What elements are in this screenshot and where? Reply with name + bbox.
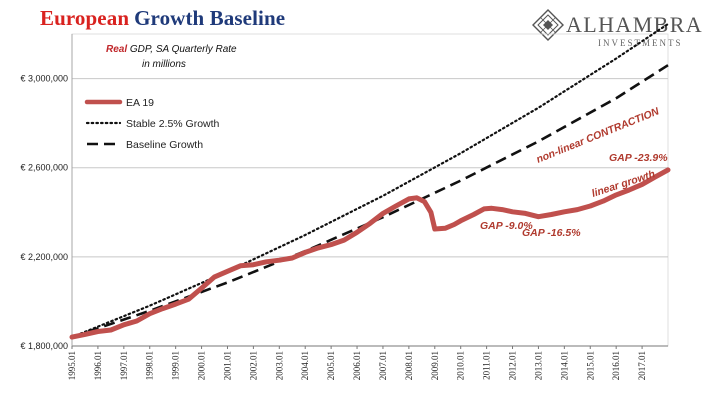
x-tick-label: 2001.01 [222,351,232,380]
x-tick-label: 2008.01 [404,351,414,380]
y-tick-label: € 2,200,000 [20,252,68,262]
x-tick-label: 2016.01 [611,351,621,380]
x-tick-label: 1996.01 [93,351,103,380]
x-tick-label: 2012.01 [508,351,518,380]
axes-layer: € 1,800,000 € 2,200,000 € 2,600,000 € 3,000… [20,34,668,380]
x-tick-label: 2002.01 [248,351,258,380]
annotation-label: GAP -9.0% [480,220,533,232]
x-tick-label: 2011.01 [482,351,492,380]
series-line-solid-thick [69,167,671,340]
x-tick-label: 2003.01 [274,351,284,380]
x-tick-label: 1998.01 [145,351,155,380]
chart-subtitle-units: in millions [142,59,186,70]
x-tick-label: 2013.01 [533,351,543,380]
diamond-lattice-logo-icon [532,9,564,41]
x-tick-label: 1997.01 [119,351,129,380]
plot-area-frame [71,33,669,347]
y-tick-label: € 3,000,000 [20,74,68,84]
x-tick-label: 2000.01 [197,351,207,380]
x-tick-label: 2017.01 [637,351,647,380]
series-line-dashed [71,64,669,339]
x-tick-label: 2014.01 [559,351,569,380]
x-tick-label: 2004.01 [300,351,310,380]
annotation-label: GAP -23.9% [609,152,668,164]
subtitle-rest: GDP, SA Quarterly Rate [127,44,237,55]
chart-title-part1: European [40,6,130,30]
x-tick-label: 1999.01 [171,351,181,380]
y-tick-label: € 2,600,000 [20,163,68,173]
x-tick-label: 1995.01 [67,351,77,380]
legend: EA 19 Stable 2.5% Growth Baseline Growth [84,97,220,151]
logo-name: ALHAMBRA [566,12,704,37]
x-tick-label: 2005.01 [326,351,336,380]
x-tick-label: 2006.01 [352,351,362,380]
subtitle-bold: Real [106,44,128,55]
annotation-label: GAP -16.5% [522,227,581,239]
grid-layer [71,33,669,347]
legend-label: EA 19 [126,97,154,109]
x-tick-label: 2010.01 [456,351,466,380]
legend-label: Baseline Growth [126,139,203,151]
x-tick-label: 2015.01 [585,351,595,380]
series-layer [69,22,671,340]
series-line-dotted [70,22,670,339]
chart-title: European Growth Baseline [40,6,285,31]
chart-subtitle: Real GDP, SA Quarterly Rate [106,44,237,55]
chart-title-part2: Growth Baseline [134,6,286,30]
x-tick-label: 2007.01 [378,351,388,380]
legend-label: Stable 2.5% Growth [126,118,220,130]
x-tick-label: 2009.01 [430,351,440,380]
y-tick-label: € 1,800,000 [20,341,68,351]
